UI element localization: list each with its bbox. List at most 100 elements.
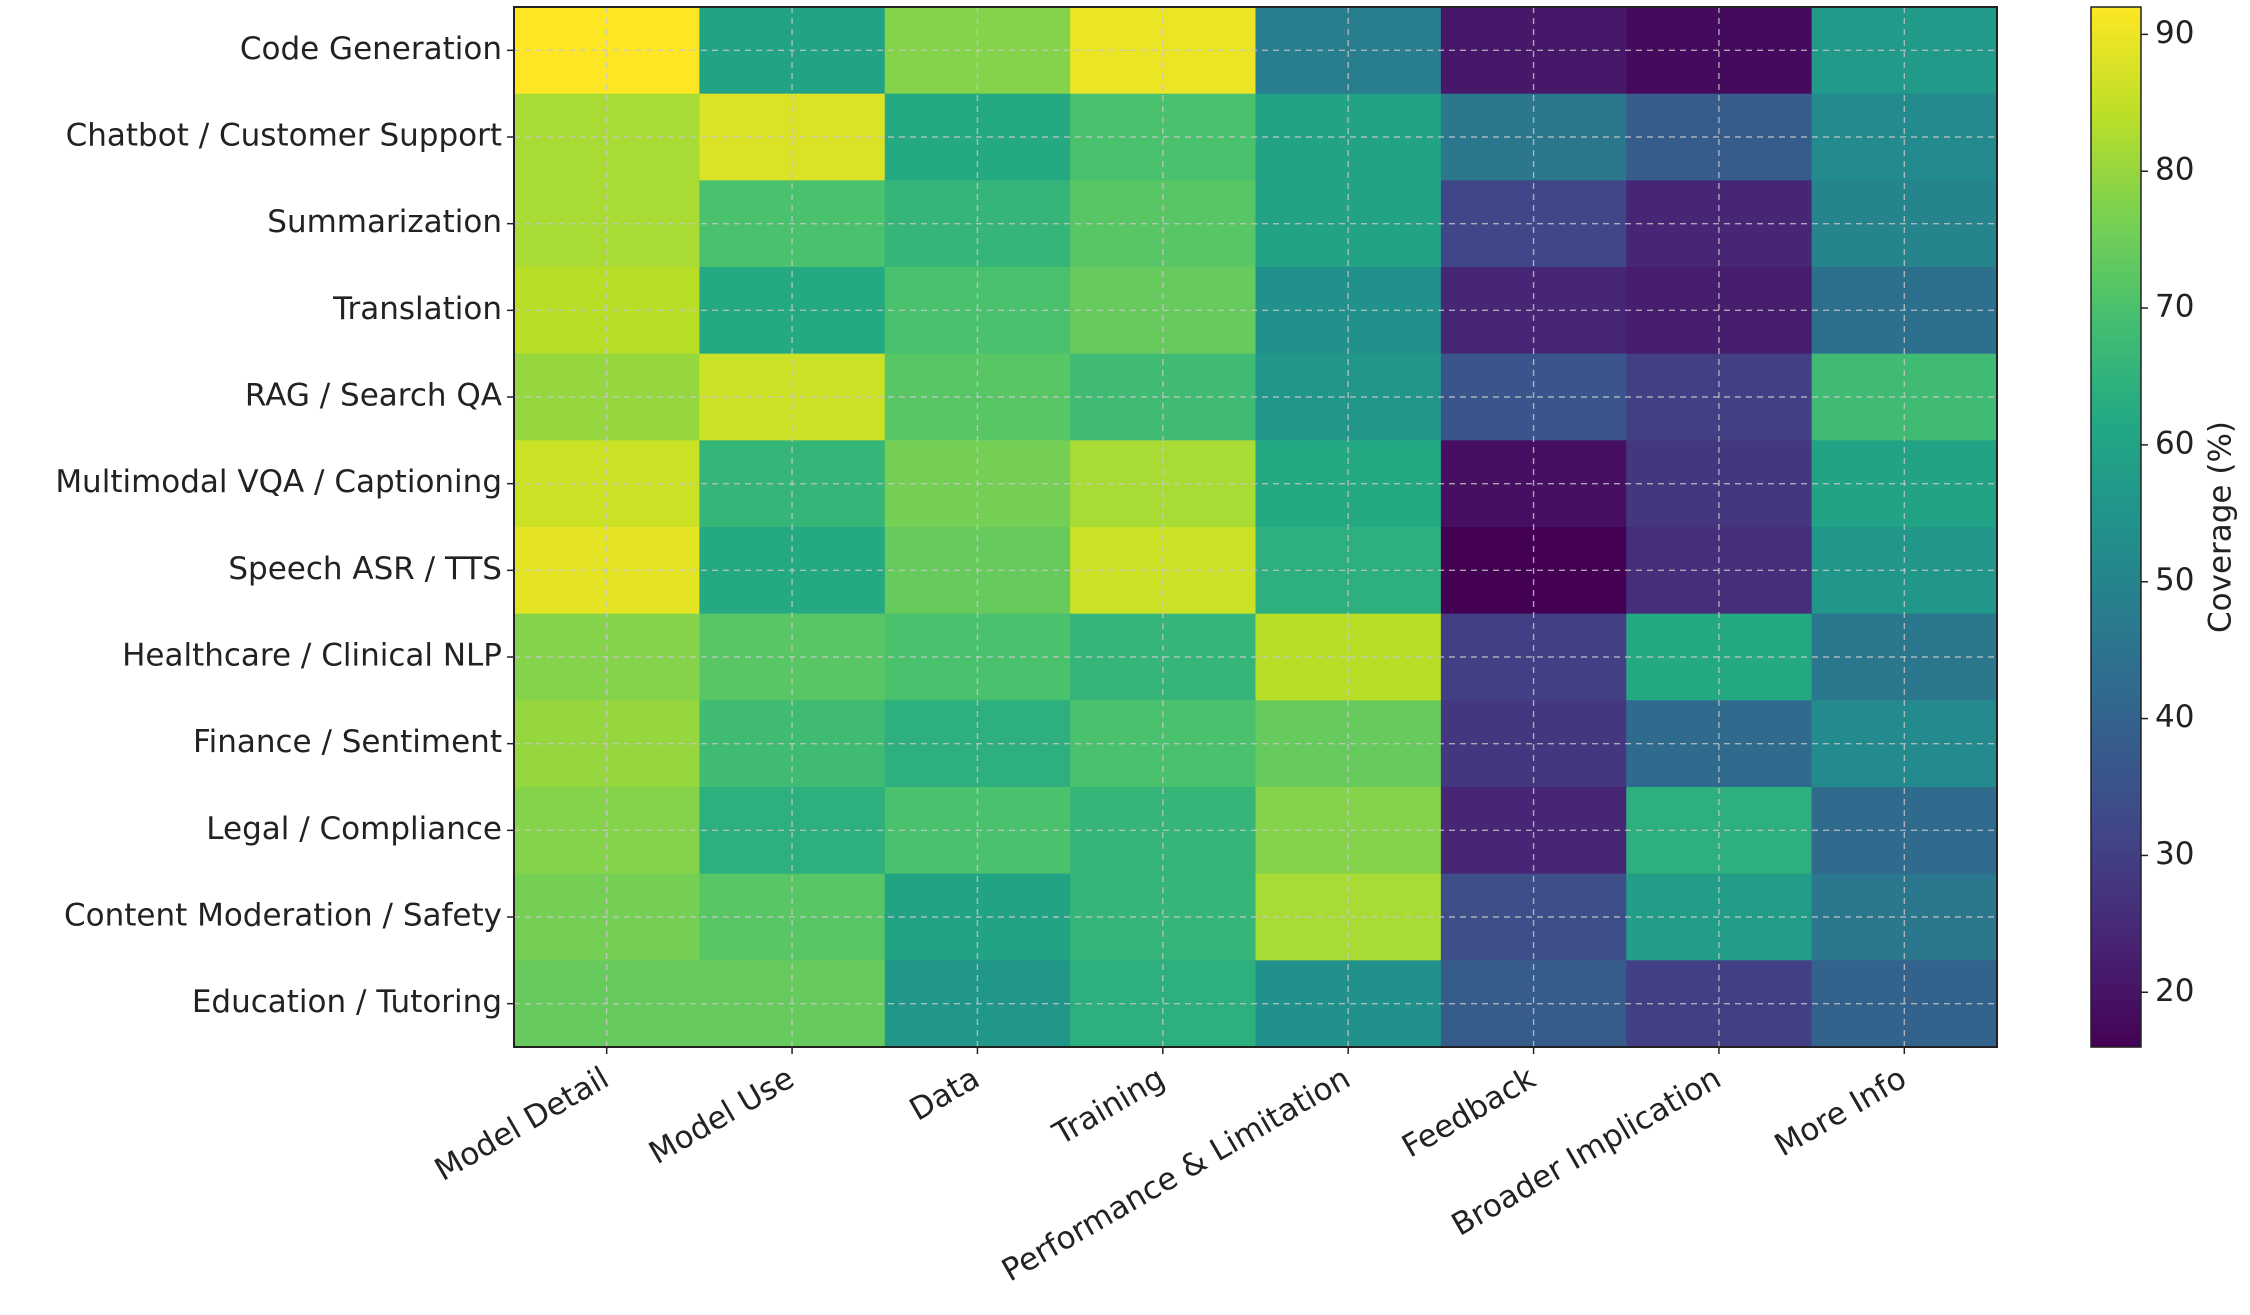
colorbar-segment [2091,59,2141,65]
colorbar-segment [2091,755,2141,762]
colorbar-segment [2091,350,2141,356]
colorbar-segment [2091,449,2141,455]
colorbar-segment [2091,781,2141,788]
colorbar-segment [2091,261,2141,268]
colorbar-segment [2091,397,2141,403]
colorbar-segment [2091,339,2141,346]
colorbar-segment [2091,157,2141,164]
colorbar-segment [2091,74,2141,81]
y-tick-label: Legal / Compliance [206,811,502,847]
colorbar-tick-label: 30 [2155,836,2194,872]
colorbar-segment [2091,116,2141,122]
y-tick-label: Chatbot / Customer Support [66,118,502,154]
colorbar-segment [2091,750,2141,757]
colorbar-segment [2091,859,2141,866]
colorbar-segment [2091,1041,2141,1048]
colorbar-segment [2091,381,2141,388]
colorbar-segment [2091,761,2141,767]
colorbar-segment [2091,542,2141,549]
y-tick-label: Speech ASR / TTS [228,551,502,587]
colorbar-segment [2091,953,2141,960]
plot-frame [513,6,1998,1048]
colorbar-segment [2091,251,2141,258]
y-tick-label: Translation [332,291,502,327]
colorbar-segment [2091,901,2141,908]
colorbar-segment [2091,105,2141,112]
colorbar-segment [2091,189,2141,195]
colorbar-segment [2091,355,2141,362]
colorbar-segment [2091,958,2141,965]
colorbar-segment [2091,885,2141,892]
colorbar-segment [2091,641,2141,648]
colorbar-segment [2091,963,2141,970]
colorbar-segment [2091,610,2141,616]
y-tick-label: Education / Tutoring [192,984,502,1020]
colorbar-segment [2091,672,2141,679]
colorbar-segment [2091,1015,2141,1022]
colorbar-segment [2091,631,2141,637]
colorbar-segment [2091,90,2141,96]
colorbar-segment [2091,537,2141,544]
colorbar-segment [2091,917,2141,923]
colorbar-tick-label: 80 [2155,152,2194,188]
colorbar-segment [2091,287,2141,294]
colorbar-segment [2091,142,2141,148]
colorbar-segment [2091,787,2141,793]
colorbar-segment [2091,79,2141,86]
colorbar-segment [2091,729,2141,736]
colorbar-segment [2091,969,2141,975]
colorbar-segment [2091,272,2141,278]
y-tick-label: Summarization [267,204,502,240]
colorbar-segment [2091,527,2141,533]
colorbar-segment [2091,625,2141,632]
colorbar-segment [2091,438,2141,445]
colorbar-segment [2091,579,2141,585]
colorbar-segment [2091,204,2141,211]
colorbar-segment [2091,833,2141,840]
colorbar-segment [2091,735,2141,741]
colorbar-tick-label: 90 [2155,15,2194,51]
x-tick-label: Training [1046,1060,1171,1153]
colorbar-segment [2091,12,2141,18]
colorbar-segment [2091,85,2141,91]
colorbar-segment [2091,183,2141,190]
colorbar-segment [2091,7,2141,13]
colorbar-segment [2091,584,2141,590]
y-tick-label: Healthcare / Clinical NLP [122,638,502,674]
colorbar-segment [2091,605,2141,611]
colorbar-segment [2091,532,2141,538]
colorbar-segment [2091,896,2141,902]
colorbar-segment [2091,126,2141,133]
colorbar-segment [2091,714,2141,720]
colorbar-segment [2091,329,2141,336]
colorbar-segment [2091,485,2141,492]
colorbar-segment [2091,111,2141,117]
colorbar-segment [2091,813,2141,819]
colorbar-segment [2091,121,2141,128]
colorbar-segment [2091,324,2141,330]
colorbar-segment [2091,646,2141,653]
colorbar-segment [2091,511,2141,518]
colorbar-segment [2091,599,2141,606]
colorbar-tick-label: 40 [2155,699,2194,735]
colorbar-segment [2091,480,2141,486]
y-tick-label: RAG / Search QA [245,378,502,414]
colorbar-segment [2091,423,2141,429]
colorbar-segment [2091,745,2141,752]
colorbar-segment [2091,683,2141,689]
colorbar-label: Coverage (%) [2203,421,2239,633]
colorbar-segment [2091,563,2141,570]
colorbar-segment [2091,615,2141,622]
colorbar-segment [2091,282,2141,289]
colorbar-segment [2091,131,2141,138]
colorbar-segment [2091,386,2141,393]
colorbar-segment [2091,178,2141,185]
colorbar-segment [2091,740,2141,746]
colorbar-segment [2091,469,2141,476]
colorbar-segment [2091,365,2141,372]
colorbar-segment [2091,771,2141,778]
colorbar-segment [2091,573,2141,580]
colorbar-tick-label: 50 [2155,562,2194,598]
colorbar-segment [2091,865,2141,871]
